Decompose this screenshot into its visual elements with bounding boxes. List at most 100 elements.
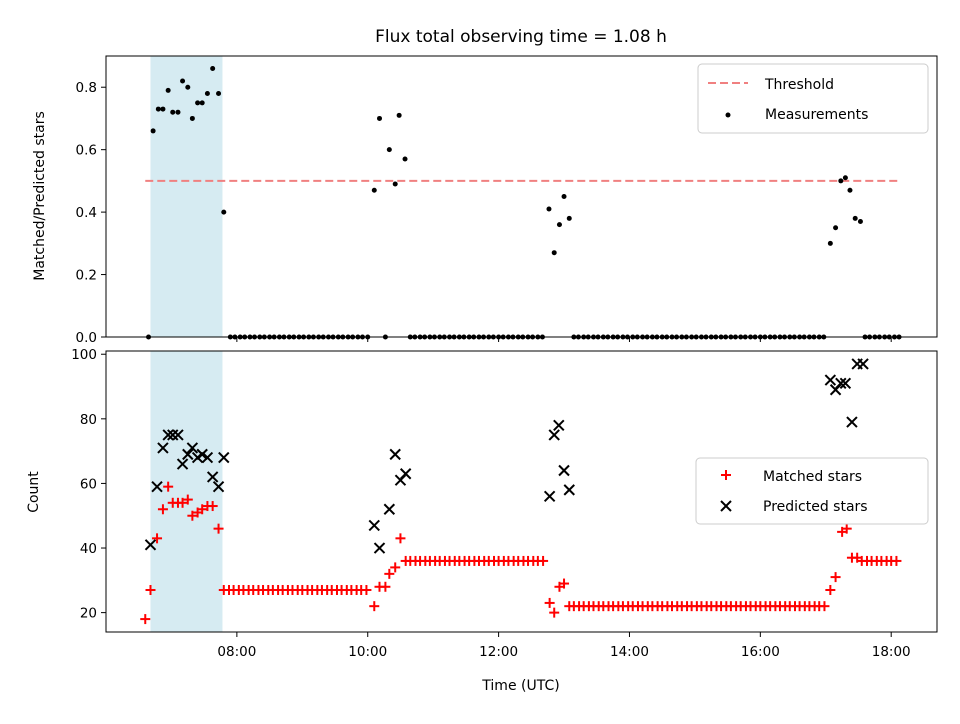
legend-predicted-label: Predicted stars xyxy=(763,499,868,515)
top-axes-frame xyxy=(105,55,938,338)
matched-star-point xyxy=(152,533,163,544)
matched-star-point xyxy=(544,597,555,608)
matched-star-point xyxy=(830,572,841,583)
matched-star-point xyxy=(841,523,852,534)
x-axis-label: Time (UTC) xyxy=(481,678,559,694)
measurement-point xyxy=(199,100,205,106)
y-tick-label: 0.4 xyxy=(76,205,97,221)
top-panel: 0.00.20.40.60.8 Matched/Predicted stars … xyxy=(32,55,938,346)
predicted-star-point xyxy=(186,442,199,454)
measurement-point xyxy=(195,100,201,106)
x-tick-label: 08:00 xyxy=(217,644,256,660)
predicted-star-point xyxy=(846,416,858,428)
predicted-star-point xyxy=(383,503,396,515)
measurement-point xyxy=(838,178,844,184)
predicted-star-point xyxy=(857,358,869,370)
count-points xyxy=(140,358,902,625)
matched-star-point xyxy=(182,494,193,505)
predicted-star-point xyxy=(368,519,380,532)
predicted-star-point xyxy=(167,429,179,441)
highlight-span xyxy=(150,56,223,337)
predicted-star-point xyxy=(543,490,556,503)
predicted-star-point xyxy=(824,374,837,386)
bottom-axes-frame xyxy=(105,350,938,633)
predicted-star-point xyxy=(553,419,565,431)
measurement-point xyxy=(857,218,863,224)
measurement-point xyxy=(852,215,858,221)
predicted-star-point xyxy=(835,377,847,390)
matched-star-point xyxy=(177,497,188,508)
matched-star-point xyxy=(207,501,218,512)
measurement-point xyxy=(150,128,156,134)
y-tick-label: 40 xyxy=(80,541,97,557)
measurement-point xyxy=(833,225,839,231)
y-tick-label: 0.2 xyxy=(76,268,97,284)
top-y-ticks: 0.0 0.2 0.4 0.6 0.8 xyxy=(76,80,106,346)
measurement-point xyxy=(221,209,227,215)
predicted-star-point xyxy=(212,480,225,493)
y-tick-label: 20 xyxy=(80,606,97,622)
bottom-legend-box xyxy=(695,457,929,525)
y-tick-label: 100 xyxy=(71,347,97,363)
measurement-point xyxy=(556,222,562,228)
predicted-star-point xyxy=(151,480,163,493)
measurement-point xyxy=(170,109,176,115)
x-tick-label: 18:00 xyxy=(872,644,911,660)
legend-x-marker xyxy=(720,500,732,512)
matched-star-point xyxy=(380,581,391,592)
bottom-y-ticks: 20 40 60 80 100 xyxy=(71,347,106,622)
x-tick-label: 16:00 xyxy=(741,644,780,660)
y-tick-label: 0.6 xyxy=(76,143,97,159)
matched-star-point xyxy=(559,578,570,589)
legend-threshold-label: Threshold xyxy=(764,77,834,93)
measurement-point xyxy=(185,84,191,90)
measurement-point xyxy=(842,175,848,181)
predicted-star-point xyxy=(176,458,189,470)
matched-star-point xyxy=(187,510,198,521)
measurement-point xyxy=(386,147,392,153)
measurement-point xyxy=(392,181,398,187)
predicted-star-point xyxy=(548,429,560,441)
measurement-point xyxy=(546,206,552,212)
measurement-point xyxy=(371,187,377,193)
x-axis-ticks: 08:00 10:00 12:00 14:00 16:00 18:00 xyxy=(217,632,911,660)
legend-matched-label: Matched stars xyxy=(763,469,862,485)
measurement-point xyxy=(180,78,186,84)
matched-star-point xyxy=(369,601,380,612)
x-tick-label: 12:00 xyxy=(479,644,518,660)
top-legend-box xyxy=(697,63,929,134)
x-tick-label: 10:00 xyxy=(348,644,387,660)
measurement-point xyxy=(377,115,383,121)
predicted-star-point xyxy=(206,471,219,483)
bottom-panel: 20 40 60 80 100 08:00 10:00 12:00 14:00 16:00 18:… xyxy=(26,347,938,694)
measurement-point xyxy=(827,240,833,246)
matched-star-point xyxy=(819,601,830,612)
predicted-star-point xyxy=(389,448,401,461)
matched-star-point xyxy=(390,562,401,573)
y-tick-label: 0.8 xyxy=(76,80,97,96)
predicted-star-point xyxy=(182,448,194,461)
legend-measurements-label: Measurements xyxy=(765,107,868,123)
matched-star-point xyxy=(145,585,156,596)
measurement-point xyxy=(847,187,853,193)
measurement-point xyxy=(210,65,216,71)
predicted-star-point xyxy=(563,484,575,496)
measurement-point xyxy=(175,109,181,115)
measurement-point xyxy=(566,215,572,221)
bottom-legend: Matched stars Predicted stars xyxy=(695,457,929,525)
predicted-star-point xyxy=(157,442,169,454)
matched-star-point xyxy=(549,607,560,618)
predicted-star-point xyxy=(172,429,184,441)
matched-star-point xyxy=(395,533,406,544)
matched-star-point xyxy=(538,555,549,566)
y-tick-label: 0.0 xyxy=(76,330,97,346)
matched-star-point xyxy=(825,585,836,596)
predicted-star-point xyxy=(144,539,157,551)
y-tick-label: 80 xyxy=(80,412,97,428)
measurement-point xyxy=(551,250,557,256)
bottom-y-axis-label: Count xyxy=(26,471,42,513)
measurement-point xyxy=(189,115,195,121)
measurement-point xyxy=(561,194,567,199)
x-tick-label: 14:00 xyxy=(610,644,649,660)
matched-star-point xyxy=(891,555,902,566)
